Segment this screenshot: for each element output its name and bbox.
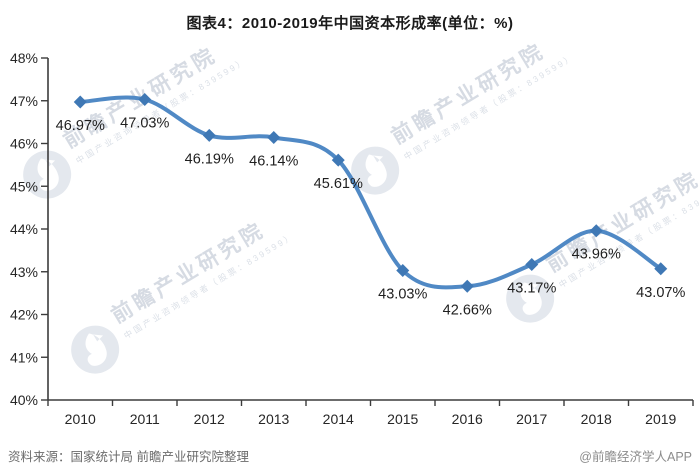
data-point-label: 43.96% — [572, 247, 621, 263]
y-axis-tick-label: 41% — [10, 349, 38, 365]
x-axis-tick-label: 2015 — [387, 411, 418, 427]
data-point-marker — [460, 279, 474, 293]
data-point-marker — [331, 153, 345, 167]
data-point-marker — [73, 95, 87, 109]
x-axis-tick-label: 2010 — [65, 411, 96, 427]
data-point-label: 42.66% — [443, 302, 492, 318]
data-point-marker — [396, 263, 410, 277]
data-point-label: 47.03% — [120, 115, 169, 131]
x-axis-tick-label: 2013 — [258, 411, 289, 427]
data-point-marker — [589, 224, 603, 238]
data-point-label: 46.19% — [185, 151, 234, 167]
data-point-label: 43.07% — [636, 285, 685, 301]
data-point-label: 45.61% — [314, 176, 363, 192]
y-axis-tick-label: 48% — [10, 50, 38, 66]
data-point-marker — [654, 262, 668, 276]
data-point-label: 46.97% — [56, 118, 105, 134]
chart-title: 图表4：2010-2019年中国资本形成率(单位：%) — [186, 15, 514, 32]
chart-footer: 资料来源：国家统计局 前瞻产业研究院整理 @前瞻经济学人APP — [0, 446, 700, 466]
data-point-label: 43.03% — [378, 286, 427, 302]
y-axis-tick-label: 44% — [10, 221, 38, 237]
y-axis-tick-label: 45% — [10, 178, 38, 194]
x-axis-tick-label: 2017 — [516, 411, 547, 427]
series-line — [78, 95, 663, 290]
data-point-marker — [267, 131, 281, 145]
data-point-marker — [202, 128, 216, 142]
y-axis-tick-label: 40% — [10, 392, 38, 408]
y-axis-tick-label: 42% — [10, 307, 38, 323]
y-axis-tick-label: 46% — [10, 136, 38, 152]
app-credit: @前瞻经济学人APP — [579, 450, 692, 464]
x-axis-tick-label: 2019 — [645, 411, 676, 427]
x-axis-tick-label: 2011 — [130, 411, 160, 427]
data-point-marker — [525, 257, 539, 271]
data-point-label: 43.17% — [507, 280, 556, 296]
source-note: 资料来源：国家统计局 前瞻产业研究院整理 — [8, 450, 249, 464]
y-axis-tick-label: 47% — [10, 93, 38, 109]
data-point-marker — [138, 92, 152, 106]
data-point-label: 46.14% — [249, 154, 298, 170]
x-axis-tick-label: 2012 — [194, 411, 225, 427]
x-axis-tick-label: 2018 — [581, 411, 612, 427]
x-axis-tick-label: 2016 — [452, 411, 483, 427]
y-axis-tick-label: 43% — [10, 264, 38, 280]
x-axis-tick-label: 2014 — [323, 411, 354, 427]
